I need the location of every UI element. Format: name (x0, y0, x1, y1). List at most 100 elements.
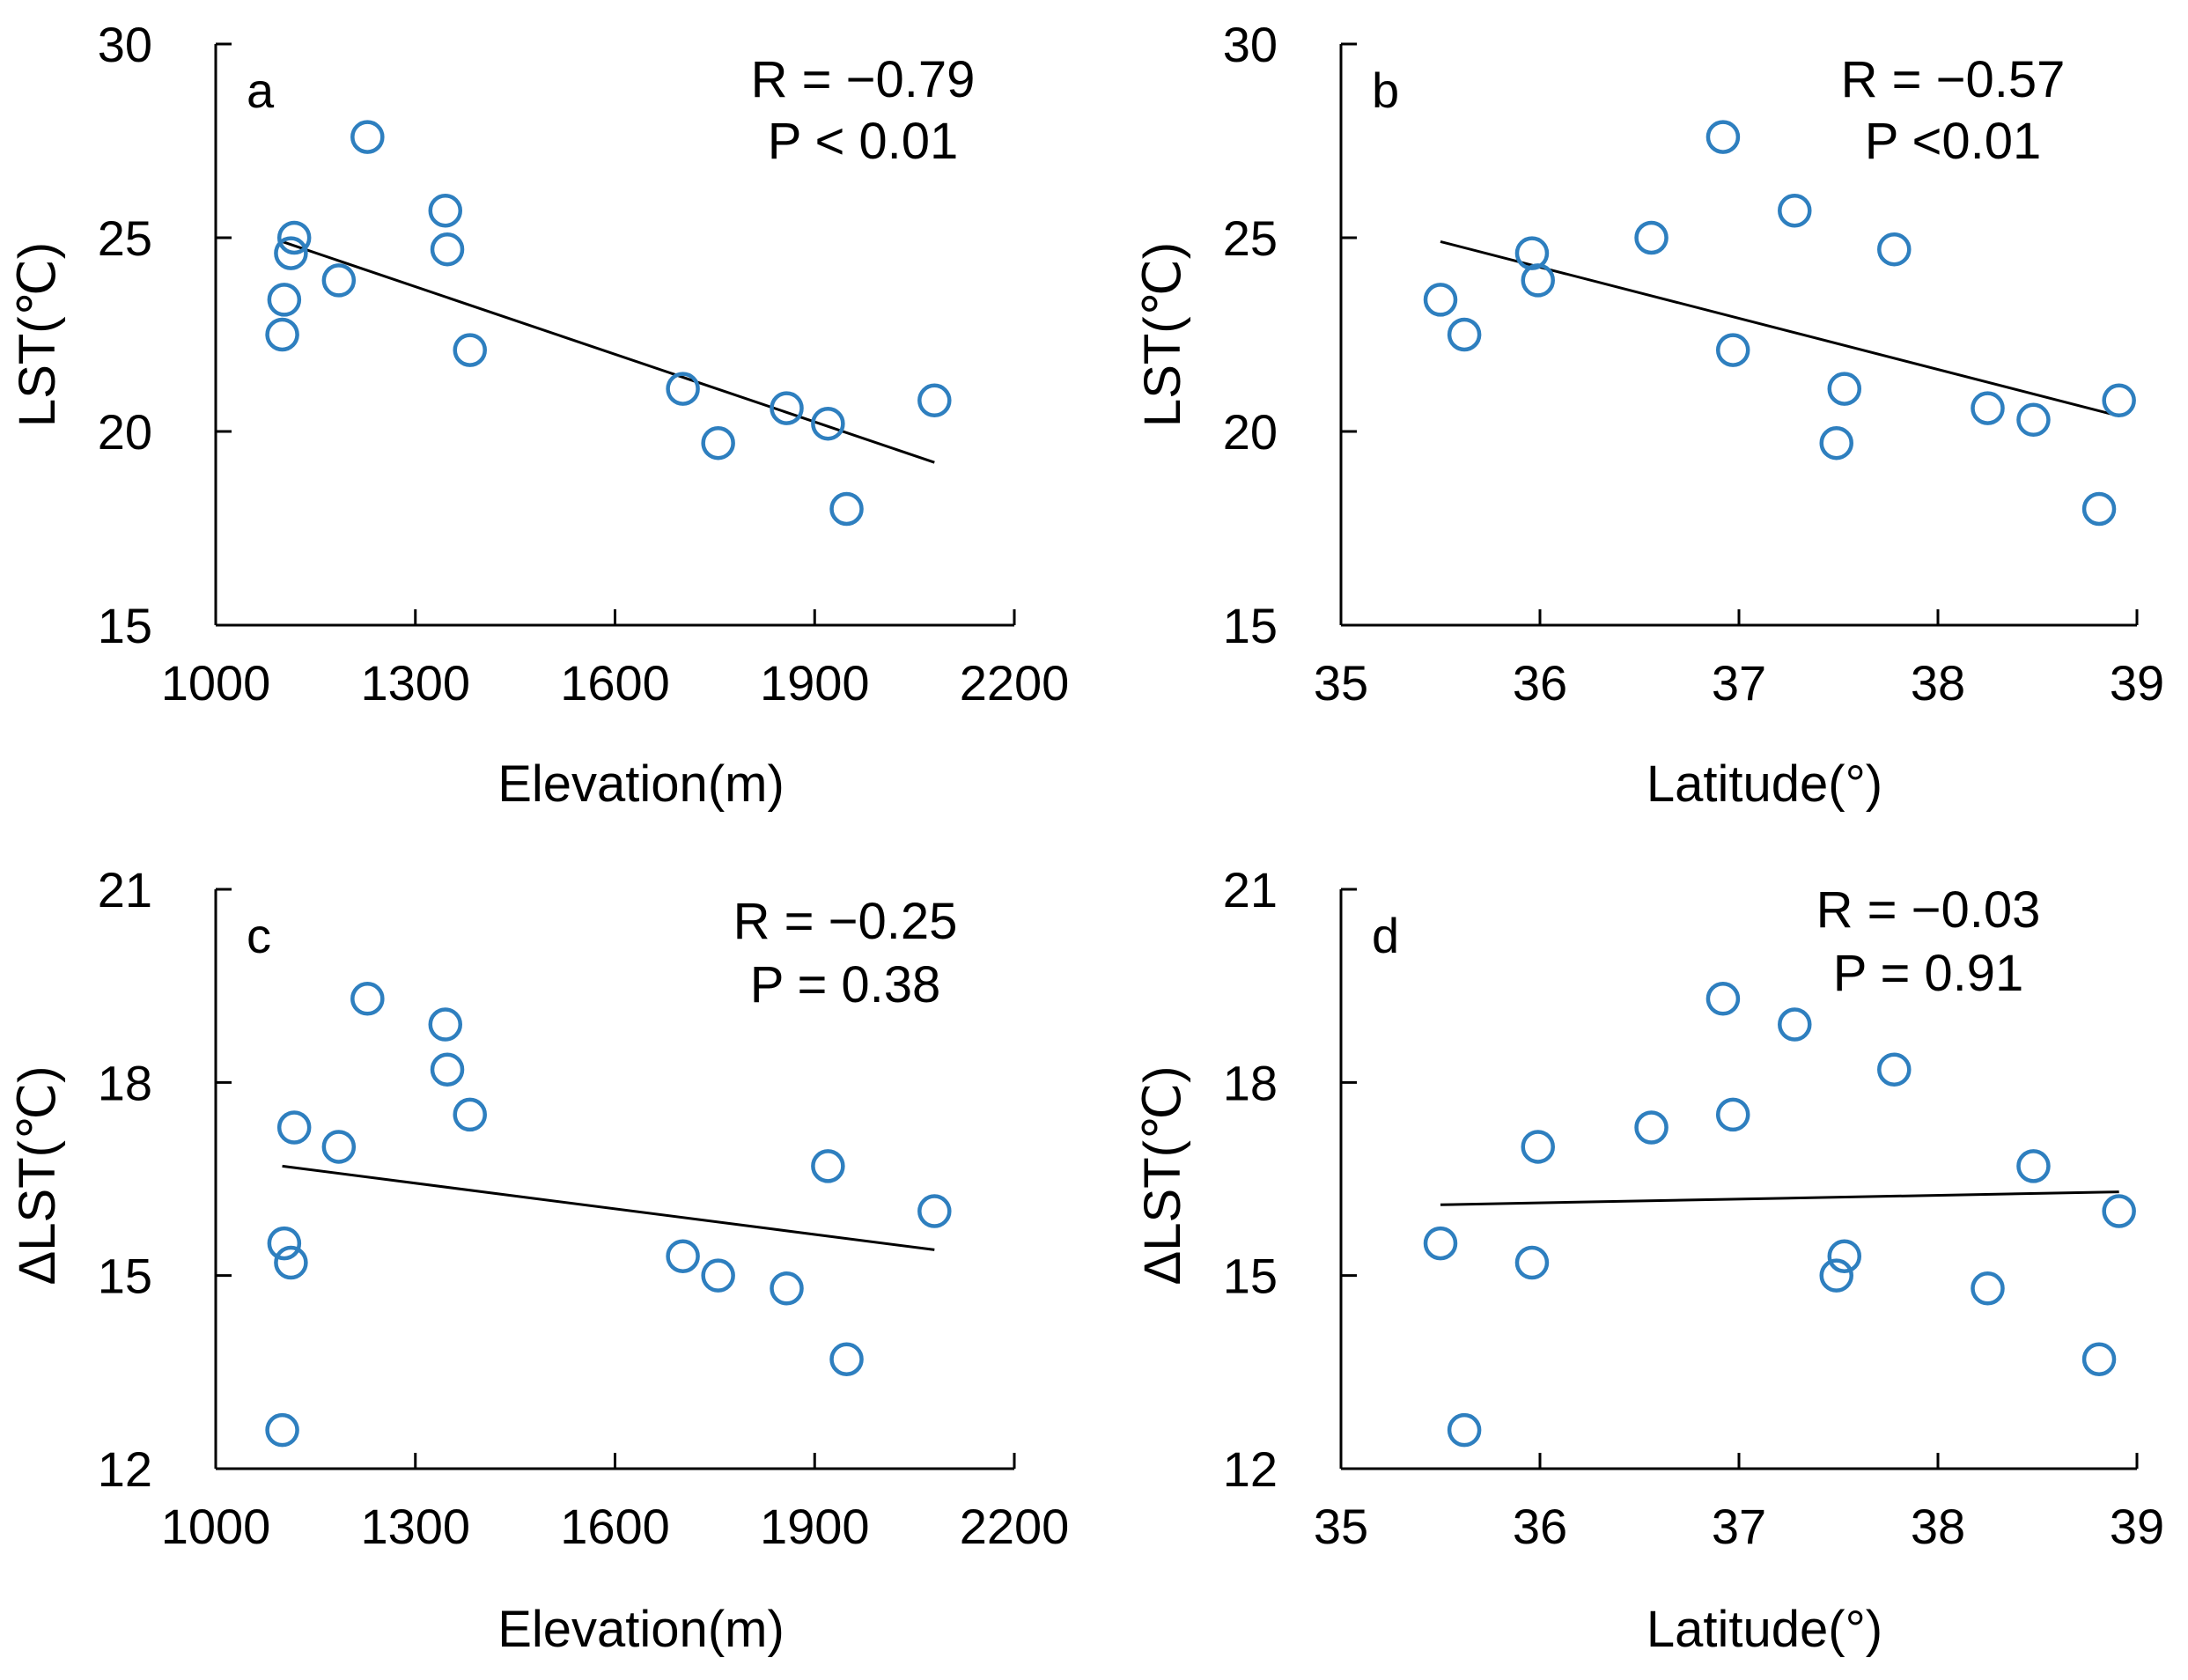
panel-b-y-tick-label: 15 (1223, 598, 1278, 653)
panel-d-x-tick-label: 36 (1513, 1499, 1567, 1554)
panel-b-data-point (1514, 236, 1550, 270)
panel-c-y-tick-label: 15 (98, 1249, 152, 1304)
panel-c-data-point (430, 1052, 465, 1087)
panel-a-y-title: LST(℃) (9, 242, 66, 427)
panel-c-p-value: P = 0.38 (750, 956, 941, 1013)
panel-d-data-point (1971, 1271, 2005, 1306)
panel-a-data-point (829, 491, 864, 527)
panel-b-data-point (1971, 391, 2005, 425)
panel-a-data-point (453, 333, 487, 367)
panel-d-y-tick-label: 21 (1223, 862, 1278, 917)
panel-a-data-point (265, 317, 299, 352)
panel-c-data-point (666, 1239, 700, 1273)
panel-b-x-title: Latitude(°) (1647, 755, 1882, 813)
panel-d-y-tick-label: 15 (1223, 1249, 1278, 1304)
panel-d-marks: 12 15 18 21 35 36 37 38 39 (1223, 862, 2164, 1554)
panel-b-data-point (1423, 283, 1458, 317)
panel-d-data-point (1423, 1226, 1458, 1261)
panel-a-y-tick-label: 15 (98, 598, 152, 653)
panel-d-data-point (1827, 1239, 1862, 1273)
panel-a-data-point (666, 372, 700, 406)
panel-b-y-tick-label: 25 (1223, 210, 1278, 266)
panel-b-data-point (1715, 333, 1750, 367)
panel-d-x-tick-label: 35 (1314, 1499, 1368, 1554)
panel-a-data-point (276, 220, 312, 255)
panel-d-data-point (1705, 982, 1741, 1016)
panel-c-y-tick-label: 18 (98, 1055, 152, 1110)
panel-b-data-point (1819, 425, 1853, 461)
panel-b-x-tick-label: 39 (2110, 655, 2164, 711)
panel-c: 12 15 18 21 1000 1300 1600 1900 2200 c R = −0.25… (9, 862, 1069, 1658)
panel-b-regression-line (1440, 239, 2120, 417)
panel-c-data-point (428, 1007, 463, 1042)
panel-d-data-point (1819, 1258, 1853, 1293)
panel-b-data-point (1521, 263, 1555, 298)
panel-d-data-point (1715, 1097, 1750, 1132)
panel-c-data-point (321, 1130, 357, 1164)
panel-c-data-point (770, 1271, 804, 1306)
panel-d-y-title: ΔLST(℃) (1134, 1066, 1191, 1286)
panel-d-r-value: R = −0.03 (1816, 881, 2041, 939)
panel-c-data-point (829, 1342, 864, 1376)
panel-b-data-point (2102, 383, 2136, 418)
panel-b-data-point (2081, 491, 2117, 527)
panel-d-x-tick-label: 39 (2110, 1499, 2164, 1554)
panel-a-x-tick-label: 1900 (760, 655, 870, 711)
panel-b-y-tick-label: 20 (1223, 404, 1278, 460)
panel-d-x-tick-label: 37 (1712, 1499, 1766, 1554)
panel-c-data-point (265, 1412, 299, 1448)
panel-d-data-point (1521, 1130, 1555, 1164)
panel-a-data-point (321, 263, 357, 298)
panel-b-data-point (1877, 232, 1912, 267)
panel-b-p-value: P <0.01 (1865, 113, 2042, 170)
panel-c-x-tick-label: 1300 (360, 1499, 470, 1554)
panel-d-data-point (1634, 1110, 1669, 1145)
panel-a-p-value: P < 0.01 (768, 113, 959, 170)
panel-b-x-tick-label: 36 (1513, 655, 1567, 711)
panel-d-letter: d (1372, 908, 1399, 963)
panel-b-r-value: R = −0.57 (1841, 51, 2066, 108)
panel-c-data-point (276, 1110, 312, 1145)
panel-c-data-point (701, 1258, 735, 1293)
panel-a-letter: a (247, 63, 275, 118)
panel-c-letter: c (247, 908, 271, 963)
panel-a-data-point (811, 406, 845, 441)
panel-c-y-title: ΔLST(℃) (9, 1066, 66, 1286)
panel-a-y-tick-label: 30 (98, 17, 152, 72)
panel-d-data-point (1447, 1412, 1482, 1448)
panel-d-data-point (1514, 1245, 1550, 1280)
panel-a-x-title: Elevation(m) (497, 755, 785, 813)
panel-b-x-tick-label: 37 (1712, 655, 1766, 711)
panel-d-x-tick-label: 38 (1911, 1499, 1965, 1554)
panel-a-marks: 15 20 25 30 1000 1300 1600 1900 2200 (98, 17, 1070, 711)
panel-b-data-point (1634, 220, 1669, 255)
panel-c-marks: 12 15 18 21 1000 1300 1600 1900 2200 (98, 862, 1070, 1554)
panel-b-data-point (1447, 317, 1482, 352)
panel-c-y-tick-label: 21 (98, 862, 152, 917)
panel-a-data-point (430, 232, 465, 267)
panel-b-data-point (1778, 193, 1812, 228)
panel-b: 15 20 25 30 35 36 37 38 39 b R = −0.57 P <0.01 L… (1134, 17, 2164, 813)
panel-b-marks: 15 20 25 30 35 36 37 38 39 (1223, 17, 2164, 711)
panel-c-x-tick-label: 1600 (560, 1499, 670, 1554)
panel-a-y-tick-label: 20 (98, 404, 152, 460)
panel-d-regression-line (1440, 1190, 2119, 1206)
panel-c-data-point (453, 1097, 487, 1132)
panel-c-x-tick-label: 1900 (760, 1499, 870, 1554)
panel-a-data-point (770, 391, 804, 425)
panel-a-x-tick-label: 1600 (560, 655, 670, 711)
panel-c-r-value: R = −0.25 (733, 893, 958, 950)
panel-a-regression-line (282, 239, 935, 464)
panel-d-data-point (2081, 1342, 2117, 1376)
panel-a-r-value: R = −0.79 (751, 51, 976, 108)
panel-a-x-tick-label: 2200 (960, 655, 1070, 711)
panel-b-data-point (1705, 120, 1741, 154)
panel-a: 15 20 25 30 1000 1300 1600 1900 2200 a R = −0.79… (9, 17, 1069, 813)
panel-b-y-tick-label: 30 (1223, 17, 1278, 72)
panel-c-x-tick-label: 2200 (960, 1499, 1070, 1554)
panel-c-regression-line (282, 1164, 935, 1251)
panel-c-data-point (350, 982, 385, 1016)
panel-c-data-point (274, 1245, 308, 1280)
